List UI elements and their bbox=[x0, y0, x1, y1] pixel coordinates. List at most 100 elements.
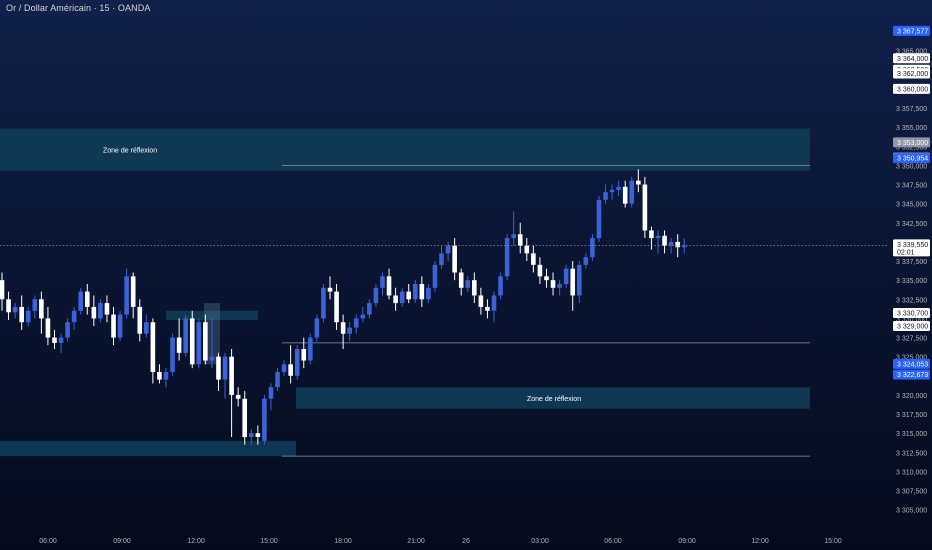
candle-body bbox=[288, 364, 293, 376]
candle-body bbox=[321, 287, 326, 319]
candle-body bbox=[524, 245, 530, 254]
candle-body bbox=[189, 318, 195, 365]
candle-body bbox=[655, 235, 661, 239]
candle-body bbox=[609, 189, 615, 193]
candle-body bbox=[603, 192, 608, 200]
countdown-value: 02:01 bbox=[897, 249, 915, 256]
price-tick-label: 3 347,500 bbox=[896, 183, 927, 190]
horizontal-lines-layer bbox=[282, 164, 810, 457]
candle-body bbox=[360, 314, 366, 319]
price-tick-label: 3 315,000 bbox=[896, 431, 927, 438]
candle-body bbox=[327, 287, 333, 292]
candle-body bbox=[268, 387, 274, 399]
candle-body bbox=[406, 291, 412, 300]
price-tick-label: 3 350,000 bbox=[896, 163, 927, 170]
candle-body bbox=[25, 310, 31, 323]
price-label-text: 3 350,954 bbox=[897, 156, 928, 163]
candle-body bbox=[19, 306, 24, 323]
candle-body bbox=[242, 398, 248, 438]
price-label-text: 3 367,577 bbox=[897, 28, 928, 35]
time-tick-label: 09:00 bbox=[113, 538, 131, 545]
reflection-zone bbox=[0, 128, 810, 171]
time-tick-label: 15:00 bbox=[260, 538, 278, 545]
candle-body bbox=[203, 322, 208, 361]
price-tick-label: 3 320,000 bbox=[896, 393, 927, 400]
candle-body bbox=[255, 433, 261, 438]
time-tick-label: 18:00 bbox=[334, 538, 352, 545]
candle-body bbox=[504, 238, 510, 277]
candle-body bbox=[209, 356, 215, 361]
zone-label: Zone de réflexion bbox=[103, 148, 157, 155]
candle-body bbox=[681, 245, 687, 248]
zones-layer: Zone de réflexion Zone de réflexion bbox=[0, 128, 810, 457]
candle-body bbox=[452, 245, 457, 273]
price-label-box bbox=[893, 53, 930, 64]
candle-body bbox=[45, 318, 51, 338]
price-label-box bbox=[893, 137, 930, 148]
time-tick-label: 15:00 bbox=[824, 538, 842, 545]
candle-body bbox=[629, 180, 635, 204]
candle-body bbox=[675, 241, 680, 248]
candle-body bbox=[426, 287, 431, 300]
price-label-box bbox=[893, 153, 930, 164]
candle-body bbox=[6, 299, 11, 313]
time-tick-label: 26 bbox=[462, 538, 470, 545]
price-label-box bbox=[893, 25, 930, 36]
candle-body bbox=[550, 280, 556, 288]
candle-body bbox=[314, 318, 320, 338]
price-label-box bbox=[893, 369, 930, 380]
price-label-text: 3 362,000 bbox=[897, 71, 928, 78]
candle-body bbox=[301, 349, 307, 361]
candle-body bbox=[649, 230, 654, 239]
candle-body bbox=[52, 337, 57, 343]
price-label-text: 3 353,000 bbox=[897, 140, 928, 147]
candle-body bbox=[78, 291, 84, 311]
candle-body bbox=[472, 280, 477, 296]
time-tick-label: 12:00 bbox=[187, 538, 205, 545]
zone-label: Zone de réflexion bbox=[527, 396, 581, 403]
candle-body bbox=[262, 398, 267, 441]
candle-body bbox=[498, 276, 503, 296]
price-tick-label: 3 330,000 bbox=[896, 316, 927, 323]
candle-body bbox=[622, 186, 628, 204]
candle-body bbox=[642, 184, 648, 231]
price-tick-label: 3 337,500 bbox=[896, 259, 927, 266]
time-tick-label: 03:00 bbox=[531, 538, 549, 545]
candle-body bbox=[616, 186, 621, 190]
candle-body bbox=[570, 268, 576, 296]
price-label-text: 3 329,000 bbox=[897, 324, 928, 331]
price-tick-label: 3 305,000 bbox=[896, 508, 927, 515]
candle-body bbox=[65, 322, 70, 338]
candle-body bbox=[419, 283, 425, 300]
chart-title: Or / Dollar Américain · 15 · OANDA bbox=[6, 3, 151, 13]
candle-body bbox=[248, 433, 254, 438]
candle-body bbox=[485, 306, 490, 311]
price-tick-label: 3 342,500 bbox=[896, 221, 927, 228]
candle-body bbox=[531, 253, 536, 265]
candle-body bbox=[367, 303, 372, 315]
candle-body bbox=[39, 299, 44, 319]
candle-body bbox=[157, 371, 162, 380]
candle-body bbox=[393, 295, 398, 304]
price-tick-label: 3 310,000 bbox=[896, 469, 927, 476]
candle-body bbox=[163, 371, 169, 380]
candle-body bbox=[98, 303, 103, 319]
time-tick-label: 21:00 bbox=[407, 538, 425, 545]
price-tick-label: 3 327,500 bbox=[896, 336, 927, 343]
price-label-text: 3 330,700 bbox=[897, 311, 928, 318]
candle-body bbox=[544, 276, 549, 281]
candle-body bbox=[668, 241, 674, 246]
candle-body bbox=[380, 276, 385, 288]
candle-body bbox=[445, 245, 451, 254]
current-price-tag bbox=[893, 239, 930, 257]
time-axis: 06:00 09:00 12:00 15:00 18:00 21:00 26 03:00 06:… bbox=[39, 538, 842, 545]
price-label-text: 3 324,053 bbox=[897, 361, 928, 368]
candle-body bbox=[0, 280, 5, 300]
candle-body bbox=[84, 291, 90, 307]
price-label-text: 3 360,000 bbox=[897, 86, 928, 93]
price-label-text: 3 322,673 bbox=[897, 372, 928, 379]
candle-body bbox=[432, 264, 438, 288]
